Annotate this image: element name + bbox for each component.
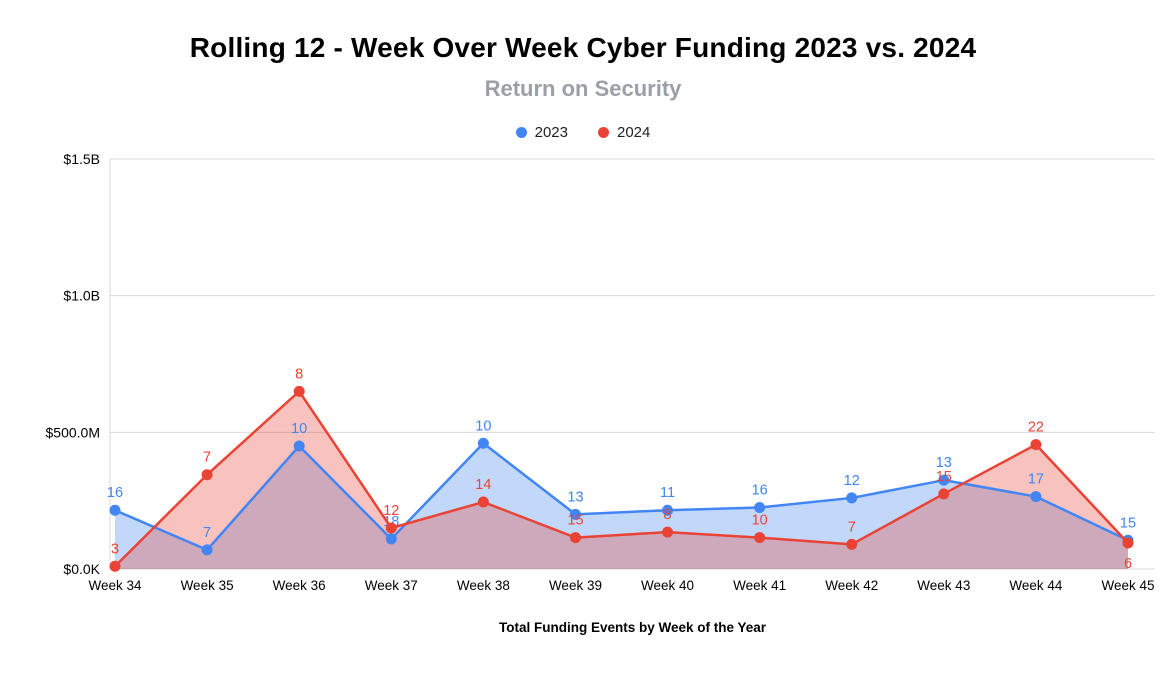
x-tick-label: Week 38 xyxy=(457,578,510,593)
point-label-2024: 15 xyxy=(567,513,583,529)
data-point-2023-week-35 xyxy=(201,544,213,556)
data-point-2024-week-44 xyxy=(1030,439,1042,451)
x-tick-label: Week 36 xyxy=(273,578,326,593)
data-point-2024-week-34 xyxy=(109,560,121,572)
data-point-2023-week-43 xyxy=(938,474,950,486)
point-label-2024: 8 xyxy=(664,507,672,523)
point-label-2023: 17 xyxy=(1028,472,1044,488)
point-label-2024: 15 xyxy=(936,469,952,485)
point-label-2024: 7 xyxy=(203,450,211,466)
data-point-2023-week-41 xyxy=(754,502,766,513)
x-tick-label: Week 37 xyxy=(365,578,418,593)
x-axis-title: Total Funding Events by Week of the Year xyxy=(499,620,767,635)
series-area-2024 xyxy=(115,391,1128,569)
point-label-2024: 8 xyxy=(295,366,303,382)
funding-area-chart: $0.0K $500.0M $1.0B $1.5B Week 34 Week 35 Week… xyxy=(46,151,1155,635)
y-tick-label: $500.0M xyxy=(46,424,100,440)
x-tick-label: Week 34 xyxy=(88,578,142,593)
point-label-2023: 10 xyxy=(291,421,307,437)
x-tick-label: Week 43 xyxy=(917,578,970,593)
point-label-2024: 6 xyxy=(1124,556,1132,572)
data-point-2023-week-39 xyxy=(569,508,581,520)
point-label-2023: 15 xyxy=(1120,515,1136,531)
data-point-2023-week-44 xyxy=(1030,491,1042,503)
x-tick-label: Week 45 xyxy=(1101,578,1154,593)
point-label-2023: 16 xyxy=(107,485,123,501)
x-tick-label: Week 40 xyxy=(641,578,694,593)
data-point-2024-week-37 xyxy=(385,522,397,534)
chart-title: Rolling 12 - Week Over Week Cyber Fundin… xyxy=(189,32,977,63)
legend-label-2023: 2023 xyxy=(534,124,568,141)
series-area-2023 xyxy=(115,443,1128,569)
legend-dot-2024 xyxy=(598,127,609,138)
data-point-2024-week-39 xyxy=(569,532,581,544)
point-label-2024: 3 xyxy=(111,541,119,557)
legend-item-2023[interactable]: 2023 xyxy=(515,124,568,141)
data-point-2024-week-36 xyxy=(293,385,305,397)
data-point-2024-week-35 xyxy=(201,469,213,481)
y-tick-label: $1.0B xyxy=(63,288,100,304)
series-line-2023 xyxy=(114,442,1129,552)
y-tick-label: $1.5B xyxy=(63,151,100,167)
point-label-2023: 13 xyxy=(567,489,583,505)
point-label-2024: 14 xyxy=(475,477,491,493)
point-label-2023: 11 xyxy=(660,485,675,501)
x-tick-label: Week 42 xyxy=(825,578,878,593)
series-line-2024 xyxy=(114,390,1129,568)
data-point-2023-week-34 xyxy=(109,504,121,516)
data-point-2023-week-40 xyxy=(662,504,674,516)
data-point-2023-week-36 xyxy=(293,440,305,452)
point-label-2024: 12 xyxy=(383,503,399,519)
x-tick-label: Week 39 xyxy=(549,578,602,593)
point-label-2024: 7 xyxy=(848,519,856,535)
legend-dot-2023 xyxy=(515,127,527,138)
x-tick-label: Week 44 xyxy=(1009,578,1063,593)
data-point-2024-week-40 xyxy=(662,526,674,538)
legend: 2023 2024 xyxy=(0,124,1166,141)
data-point-2023-week-38 xyxy=(477,437,489,449)
point-label-2023: 13 xyxy=(936,455,952,471)
data-point-2024-week-43 xyxy=(938,488,950,500)
data-point-2023-week-42 xyxy=(846,492,858,504)
x-tick-label: Week 35 xyxy=(181,578,234,593)
legend-label-2024: 2024 xyxy=(617,124,651,141)
legend-item-2024[interactable]: 2024 xyxy=(598,124,650,141)
data-point-2024-week-38 xyxy=(477,496,489,508)
point-label-2023: 7 xyxy=(203,525,211,541)
data-point-2024-week-42 xyxy=(846,538,858,550)
point-label-2023: 10 xyxy=(475,418,491,434)
point-label-2023: 12 xyxy=(844,473,860,489)
point-label-2023: 16 xyxy=(752,483,768,499)
data-point-2024-week-41 xyxy=(754,532,766,544)
point-label-2024: 22 xyxy=(1028,420,1044,436)
x-tick-label: Week 41 xyxy=(733,578,786,593)
chart-subtitle: Return on Security xyxy=(484,76,682,101)
y-tick-label: $0.0K xyxy=(63,561,100,577)
data-point-2024-week-45 xyxy=(1122,537,1134,549)
data-point-2023-week-37 xyxy=(385,533,397,545)
point-label-2024: 10 xyxy=(752,513,768,529)
